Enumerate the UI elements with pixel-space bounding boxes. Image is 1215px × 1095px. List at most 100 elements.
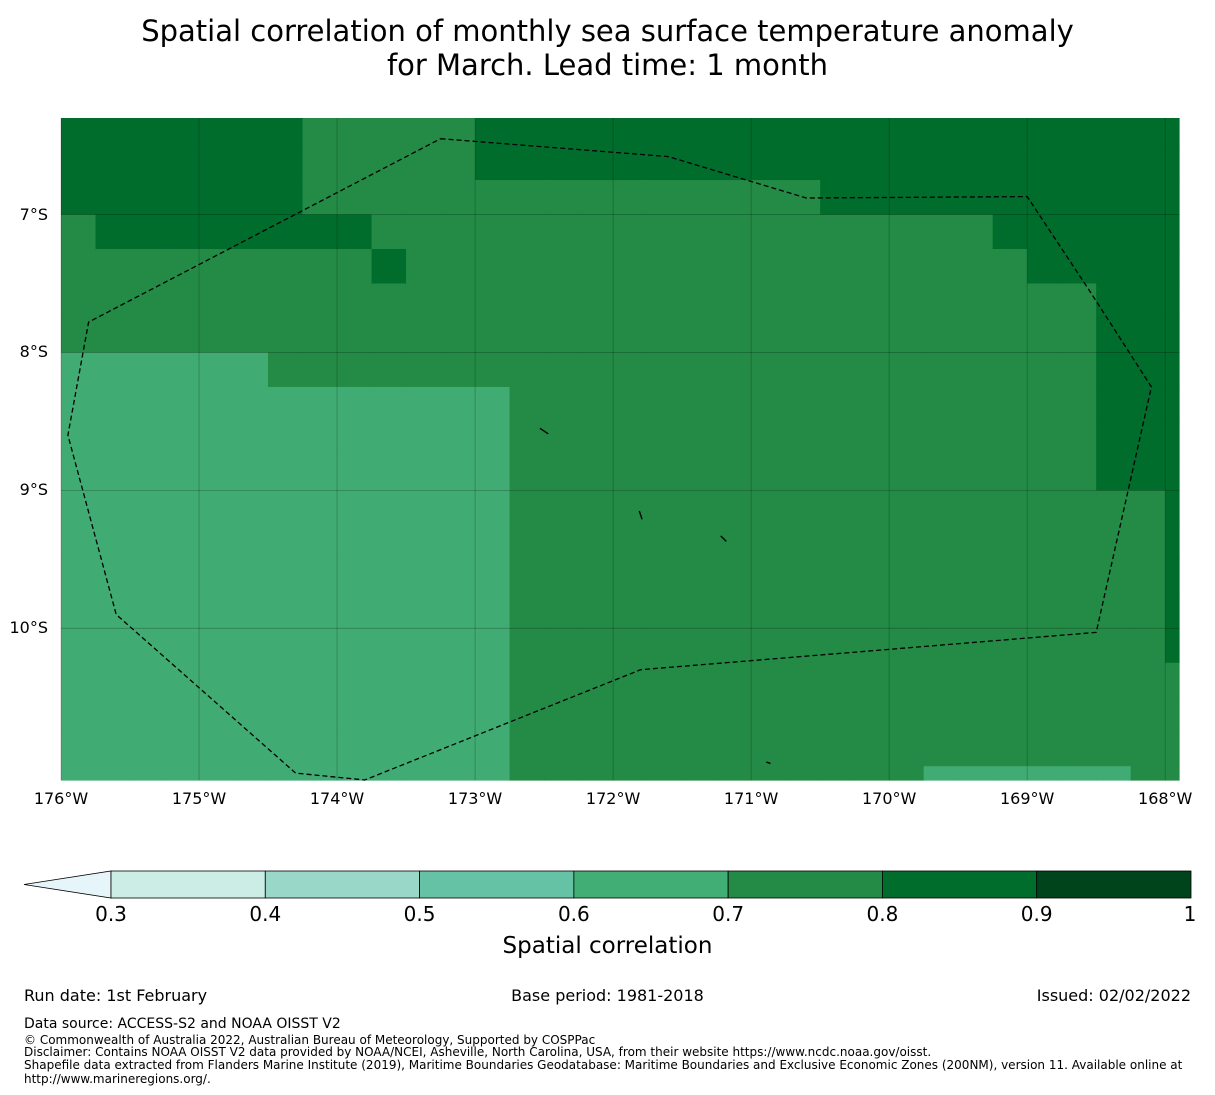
grid-cell [61,249,97,285]
grid-cell [958,455,994,491]
grid-cell [716,214,752,250]
grid-cell [199,317,235,354]
grid-cell [923,317,959,354]
grid-cell [958,766,994,781]
grid-cell [95,490,131,526]
grid-cell [889,593,925,629]
grid-cell [1165,490,1180,526]
grid-cell [61,214,97,250]
colorbar-tick-label: 0.4 [249,902,282,926]
grid-cell [578,662,614,698]
grid-cell [1027,593,1063,629]
grid-cell [233,317,269,354]
grid-cell [509,766,545,781]
grid-cell [923,628,959,664]
grid-cell [164,118,200,147]
grid-cell [958,628,994,664]
grid-cell [1027,766,1063,781]
grid-cell [1027,455,1063,491]
grid-cell [440,593,476,629]
grid-cell [337,731,373,767]
grid-cell [1165,593,1180,629]
colorbar-segment [882,870,1038,899]
grid-cell [302,766,338,781]
shapefile-url: http://www.marineregions.org/. [24,1072,211,1086]
grid-cell [233,593,269,629]
grid-cell [613,524,649,560]
grid-cell [1027,352,1063,388]
grid-cell [613,386,649,423]
grid-cell [268,662,304,698]
grid-cell [1027,421,1063,457]
grid-cell [820,524,856,560]
grid-cell [95,352,131,388]
grid-cell [95,559,131,595]
grid-cell [992,593,1028,629]
grid-cell [1130,352,1166,388]
grid-cell [440,524,476,560]
grid-cell [785,559,821,595]
grid-cell [1061,283,1097,319]
grid-cell [475,559,511,595]
grid-cell [1027,249,1063,285]
colorbar-tick-label: 0.9 [1020,902,1053,926]
grid-cell [61,559,97,595]
grid-cell [544,731,580,767]
grid-cell [854,559,890,595]
grid-cell [1165,524,1180,560]
grid-cell [509,524,545,560]
x-tick-label: 173°W [447,789,503,808]
grid-cell [406,455,442,491]
grid-cell [716,731,752,767]
grid-cell [1130,662,1166,698]
grid-cell [578,317,614,354]
grid-cell [268,386,304,423]
grid-cell [1027,118,1063,147]
grid-cell [785,214,821,250]
colorbar-segment [727,870,883,899]
grid-cell [716,490,752,526]
grid-cell [578,180,614,216]
grid-cell [406,180,442,216]
grid-cell [785,352,821,388]
grid-cell [889,524,925,560]
grid-cell [923,249,959,285]
grid-cell [440,352,476,388]
grid-cell [130,180,166,216]
grid-cell [268,593,304,629]
grid-cell [854,766,890,781]
grid-cell [130,283,166,319]
grid-cell [1130,283,1166,319]
grid-cell [233,697,269,733]
grid-cell [682,180,718,216]
grid-cell [95,766,131,781]
grid-cell [337,386,373,423]
grid-cell [751,628,787,664]
grid-cell [268,283,304,319]
grid-cell [613,697,649,733]
grid-cell [130,766,166,781]
grid-cell [992,662,1028,698]
grid-cell [992,283,1028,319]
grid-cell [509,386,545,423]
grid-cell [785,490,821,526]
grid-cell [440,249,476,285]
grid-cell [578,352,614,388]
grid-cell [406,317,442,354]
grid-cell [371,214,407,250]
grid-cell [406,145,442,181]
colorbar-segment [1036,870,1192,899]
grid-cell [95,593,131,629]
grid-cell [682,731,718,767]
grid-cell [1061,249,1097,285]
grid-cell [1061,386,1097,423]
grid-cell [1130,490,1166,526]
grid-cell [130,628,166,664]
grid-cell [958,283,994,319]
grid-cell [440,421,476,457]
grid-cell [682,593,718,629]
grid-cell [130,697,166,733]
grid-cell [1061,559,1097,595]
grid-cell [785,145,821,181]
grid-cell [475,731,511,767]
